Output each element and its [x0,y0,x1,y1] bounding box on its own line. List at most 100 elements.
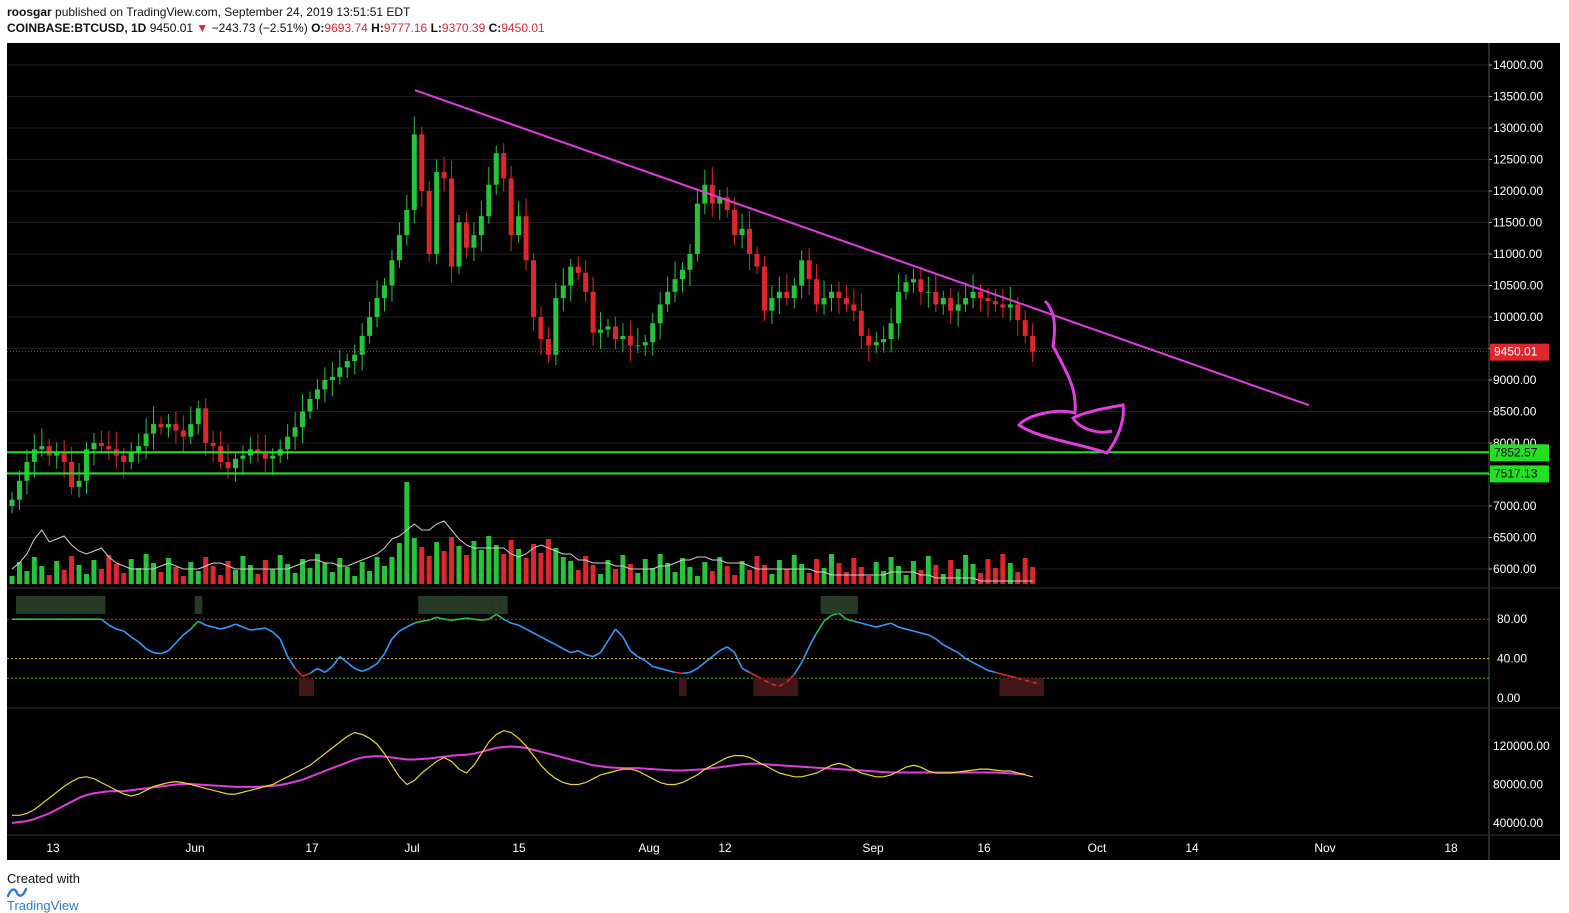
price-tick-label: 13500.00 [1493,90,1543,104]
candle-body [434,172,440,254]
osc1-line-segment [808,632,818,648]
chart-area[interactable]: 14000.00 13500.00 13000.00 12500.00 12000.00… [7,43,1560,860]
candle-body [84,449,89,481]
candle-body [1007,304,1013,308]
candle-body [933,291,939,305]
volume-bar [888,557,894,584]
volume-bar [300,559,306,584]
candle-body [329,376,335,380]
candle-body [657,304,663,324]
osc1-line-segment [637,655,646,662]
volume-bar [657,554,663,584]
candle-body [255,449,261,453]
candle-body [508,178,514,236]
close-value: 9450.01 [501,21,545,35]
osc1-line-segment [942,644,952,650]
osc1-line-segment [391,630,400,640]
publisher-name[interactable]: roosgar [7,5,52,19]
osc1-line-segment [272,631,281,640]
candle-body [680,269,685,280]
candle-body [456,222,462,267]
volume-bar [158,572,164,584]
volume-bar [180,576,186,584]
osc1-line-segment [800,646,810,663]
volume-bar [717,557,723,584]
tradingview-brand-link[interactable]: TradingView [7,898,79,913]
osc1-line-segment [682,671,691,675]
candle-body [821,298,827,305]
candle-body [486,184,492,217]
time-axis[interactable]: 13 Jun 17 Jul 15 Aug 12 Sep 16 Oct 14 Nov 18 [46,841,1458,855]
candle-body [128,452,134,462]
osc1-line-segment [182,628,192,636]
osc1-ob-zone [470,596,478,614]
volume-bar [188,562,194,584]
candle-body [1000,304,1006,308]
candle-body [151,424,157,434]
osc1-line-segment [317,667,326,674]
price-tick-label: 14000.00 [1493,58,1543,72]
osc1-line-segment [920,632,929,636]
candle-body [411,134,417,210]
osc1-line-segment [957,652,967,660]
candle-body [620,335,626,340]
volume-bar [948,560,954,584]
volume-bar [829,554,834,584]
candle-body [776,291,782,299]
volume-bar [262,560,268,584]
volume-bar [568,561,574,584]
volume-bar [98,569,104,584]
osc1-ob-zone [23,596,31,614]
candle-body [940,298,946,305]
volume-bar [255,574,261,584]
candle-body [426,191,432,254]
volume-bar [545,539,551,584]
candle-body [747,228,753,254]
time-tick-label: 18 [1444,841,1458,855]
volume-bar [873,562,879,584]
candle-body [948,298,954,311]
volume-bar [382,566,387,584]
volume-bar [739,561,745,584]
candle-body [665,291,671,305]
volume-bar [747,570,753,584]
volume-bar [925,556,931,584]
candle-body [769,298,775,311]
volume-bar [963,555,969,584]
volume-bar [16,562,22,584]
candle-body [61,452,67,462]
candle-body [627,335,633,346]
candle-body [188,424,194,437]
price-tick-label: 6500.00 [1493,531,1537,545]
support-lower-badge: 7517.13 [1494,466,1538,480]
price-axis[interactable]: 14000.00 13500.00 13000.00 12500.00 12000.00… [1489,58,1550,830]
volume-bar [419,547,425,584]
osc1-line-segment [868,624,877,628]
osc1-line-segment [399,626,408,632]
support-lower-badge-bg [1490,465,1549,483]
candle-body [829,291,834,299]
chart-canvas[interactable]: 14000.00 13500.00 13000.00 12500.00 12000.00… [7,43,1560,860]
candle-body [531,260,536,317]
candle-body [54,452,60,456]
candle-body [918,279,924,292]
osc1-line-segment [354,667,363,673]
volume-bar [449,537,455,584]
osc1-os-zone [1021,678,1030,696]
volume-bar [687,567,693,584]
candle-body [374,298,380,317]
osc1-line-segment [719,646,728,652]
volume-bar [821,568,827,584]
volume-bar [314,554,320,584]
volume-bar [69,556,75,584]
candle-body [285,436,291,450]
candle-body [382,285,387,299]
volume-ma-line [11,520,1033,582]
volume-bar [933,565,939,584]
candle-body [925,291,931,293]
osc1-ob-zone [90,596,98,614]
candle-body [31,449,37,462]
volume-bar [128,559,134,584]
osc1-line-segment [458,617,467,620]
volume-bar [359,562,365,584]
